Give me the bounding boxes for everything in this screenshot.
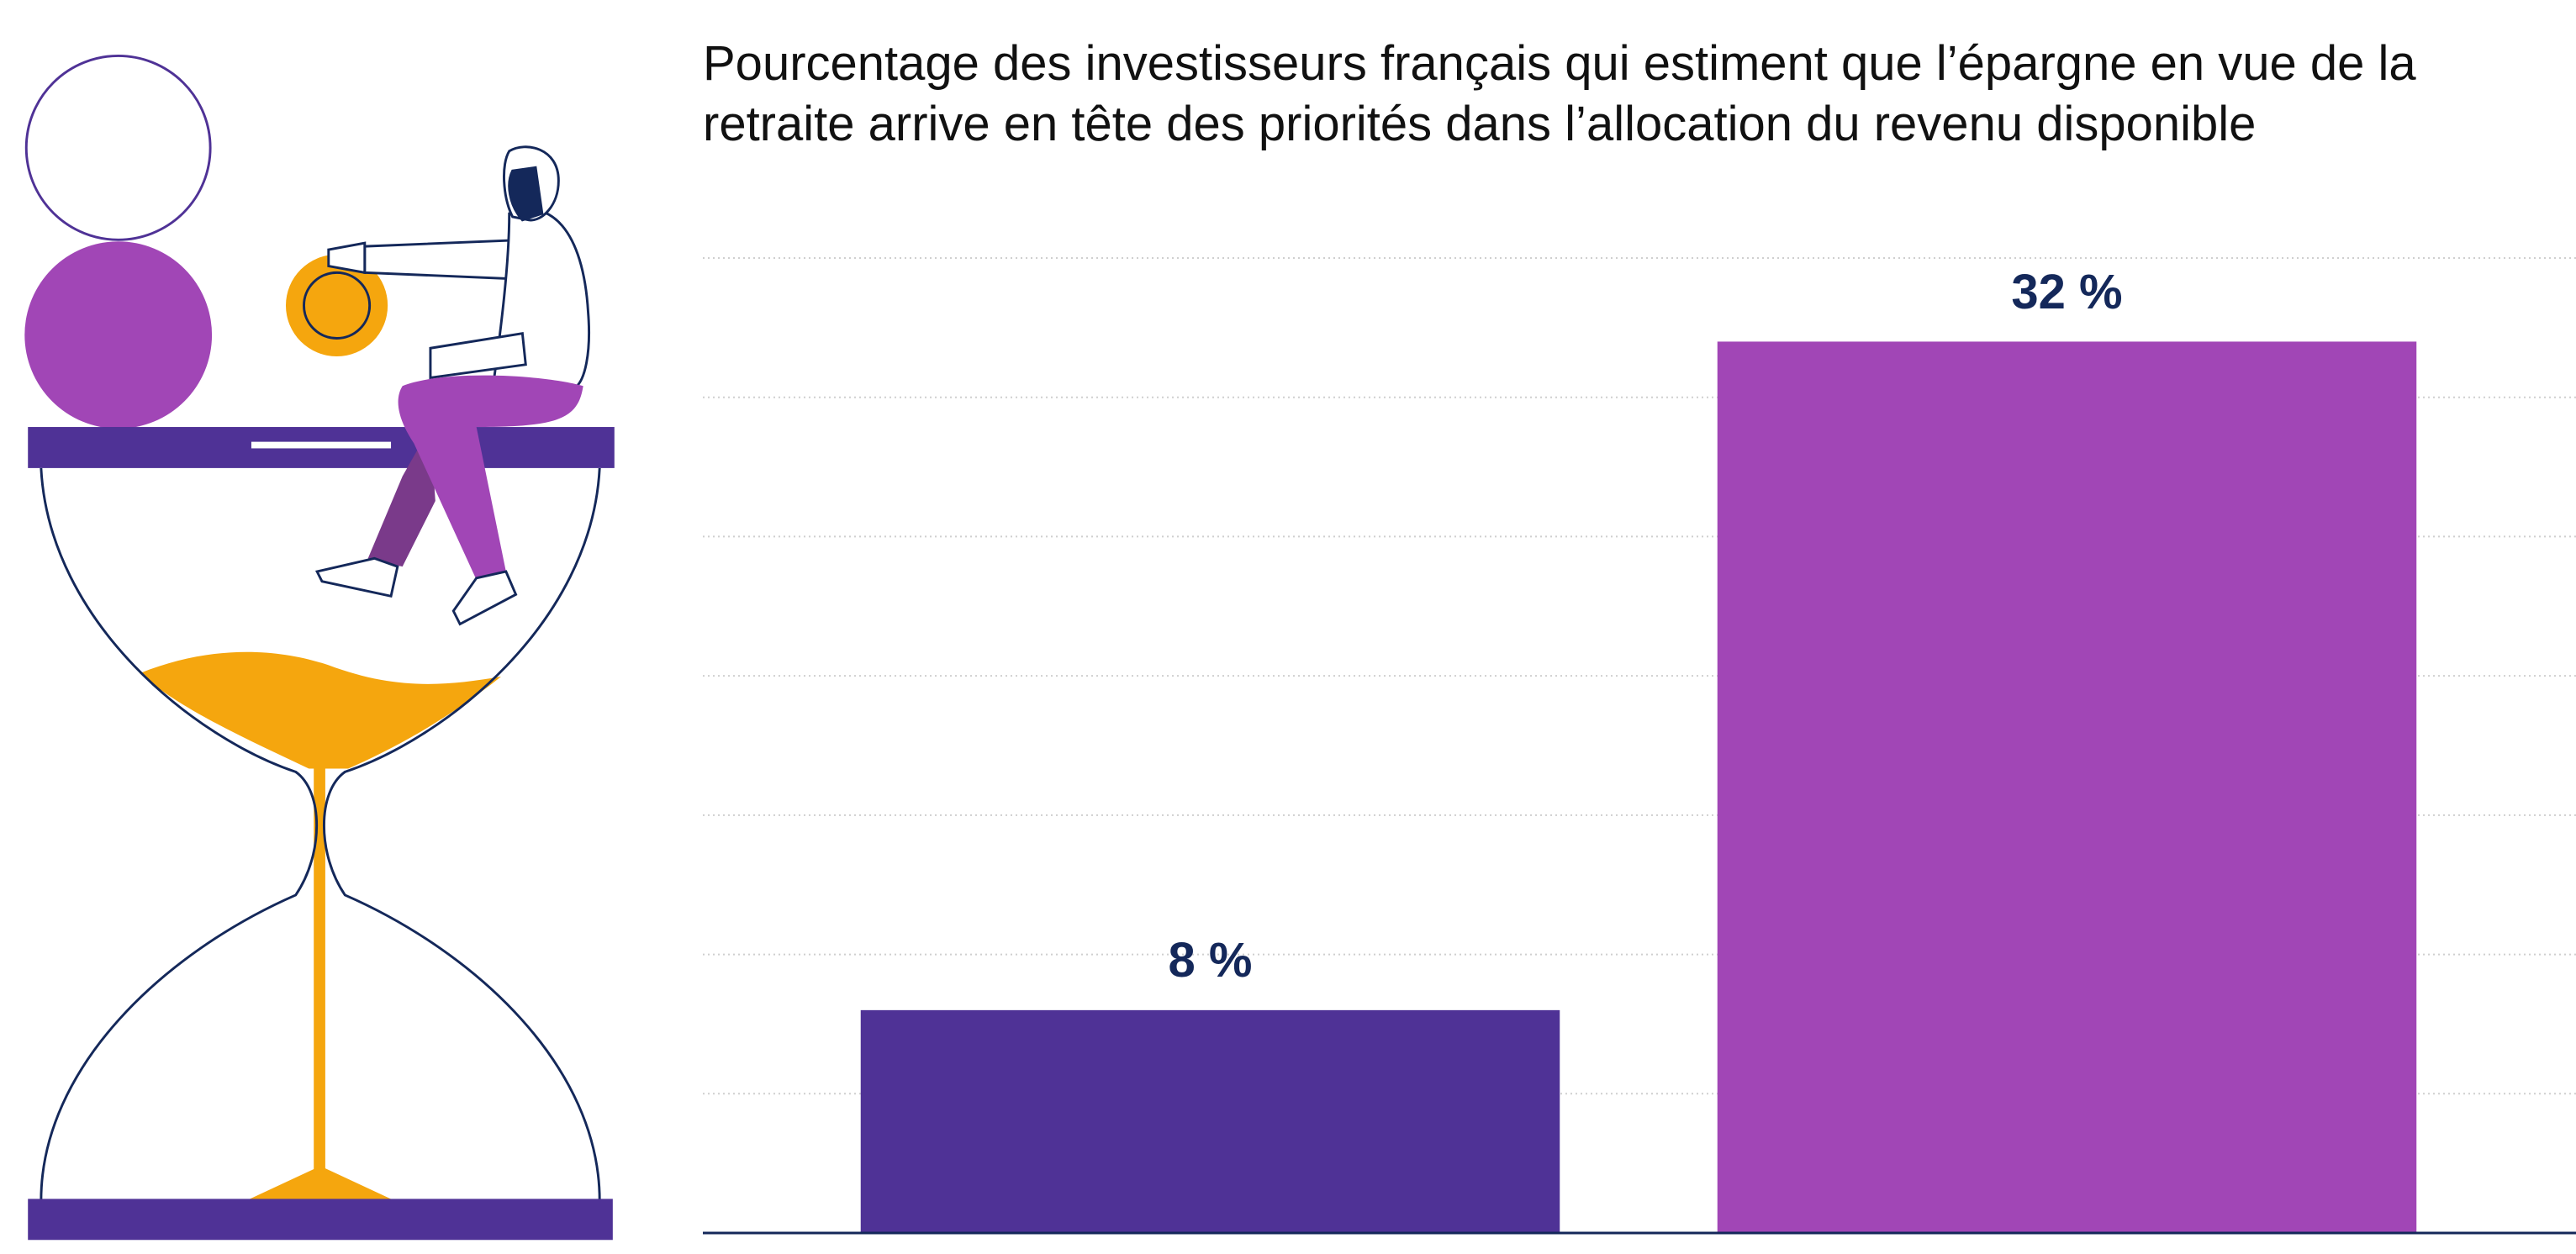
chart: 8 % 32 %: [0, 0, 2576, 1254]
value-label: 32 %: [2011, 265, 2122, 319]
value-label: 8 %: [1169, 933, 1253, 988]
page: {"chart_data": {"type": "bar", "title": …: [0, 0, 2576, 1254]
hourglass-illustration: [24, 55, 614, 1240]
bar: [1718, 341, 2417, 1233]
bar: [861, 1010, 1560, 1233]
